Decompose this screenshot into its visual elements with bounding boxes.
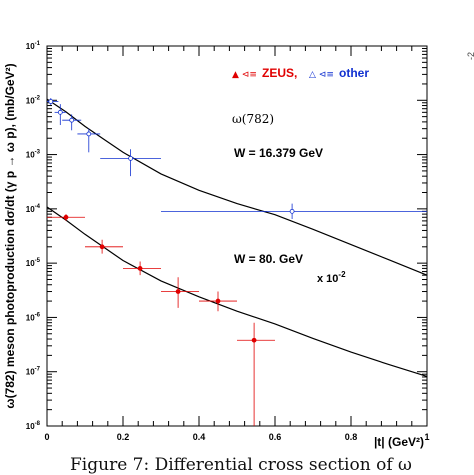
x-tick-label: 0.8 — [345, 432, 358, 442]
plot-frame — [46, 45, 428, 427]
y-tick-label: 10-2 — [26, 95, 41, 105]
y-tick-label-base: 10 — [26, 42, 35, 51]
series-other — [47, 98, 427, 220]
data-point — [57, 109, 63, 115]
annotation-scale: x 10-2 — [317, 270, 346, 285]
y-tick-label-base: 10 — [26, 422, 35, 431]
legend-zeus-symbol: ▲ ⊲≡ — [232, 70, 257, 80]
y-tick-label-exp: -2 — [35, 95, 41, 101]
annotation-w1: W = 16.379 GeV — [234, 146, 323, 160]
legend: ▲ ⊲≡ ZEUS, △ ⊲≡ other — [232, 66, 369, 80]
data-point — [99, 244, 105, 250]
y-tick-label-exp: -3 — [35, 150, 41, 156]
annotation-particle: ω(782) — [232, 112, 274, 126]
series-zeus — [47, 214, 275, 426]
y-tick-label-exp: -1 — [35, 41, 41, 47]
y-axis-label: ω(782) meson photoproduction dσ/dt (γ p … — [3, 63, 17, 408]
data-point — [86, 131, 92, 137]
y-tick-label-exp: -4 — [35, 204, 41, 210]
y-tick-label-exp: -7 — [35, 367, 41, 373]
fit-curve — [46, 98, 428, 276]
y-tick-label: 10-8 — [26, 421, 41, 431]
annotation-scale-base: x 10 — [317, 273, 338, 285]
x-tick-label: 0 — [44, 432, 49, 442]
annotation-w2: W = 80. GeV — [234, 252, 303, 266]
y-tick-label: 10-3 — [26, 150, 41, 160]
y-tick-label-exp: -8 — [35, 421, 41, 427]
x-axis-label: |t| (GeV²) — [374, 435, 424, 449]
y-tick-label: 10-7 — [26, 367, 41, 377]
y-tick-label-base: 10 — [26, 259, 35, 268]
y-tick-label-exp: -5 — [35, 258, 41, 264]
data-point — [251, 337, 257, 343]
data-point — [175, 289, 181, 294]
edge-mark: -2 — [466, 51, 474, 60]
y-tick-label-base: 10 — [26, 313, 35, 322]
legend-other-label: other — [339, 66, 369, 80]
y-tick-label: 10-6 — [26, 312, 41, 322]
x-tick-label: 0.4 — [193, 432, 206, 442]
data-point — [48, 99, 54, 104]
data-point — [289, 208, 295, 214]
axes: 0 0.2 0.4 0.6 0.8 110-110-210-310-410-510-610… — [26, 41, 430, 442]
data-point — [69, 117, 75, 123]
x-tick-label: 0.2 — [117, 432, 130, 442]
y-tick-label-base: 10 — [26, 151, 35, 160]
data-points — [47, 98, 427, 426]
y-tick-label-base: 10 — [26, 96, 35, 105]
legend-other-symbol: △ ⊲≡ — [309, 70, 334, 80]
y-tick-label-base: 10 — [26, 368, 35, 377]
data-point — [128, 156, 134, 161]
data-point — [137, 266, 143, 271]
figure-caption: Figure 7: Differential cross section of … — [70, 455, 412, 475]
data-point — [215, 298, 221, 304]
y-tick-label-base: 10 — [26, 205, 35, 214]
y-tick-label-exp: -6 — [35, 312, 41, 318]
fit-curve — [46, 206, 428, 377]
data-point — [63, 214, 69, 220]
x-tick-label: 1 — [424, 432, 429, 442]
fit-curves — [46, 98, 428, 377]
y-tick-label: 10-4 — [26, 204, 41, 214]
annotation-scale-exp: -2 — [338, 270, 346, 279]
y-tick-label: 10-5 — [26, 258, 41, 268]
y-tick-label: 10-1 — [26, 41, 41, 51]
x-tick-label: 0.6 — [269, 432, 282, 442]
legend-zeus-label: ZEUS, — [262, 66, 297, 80]
